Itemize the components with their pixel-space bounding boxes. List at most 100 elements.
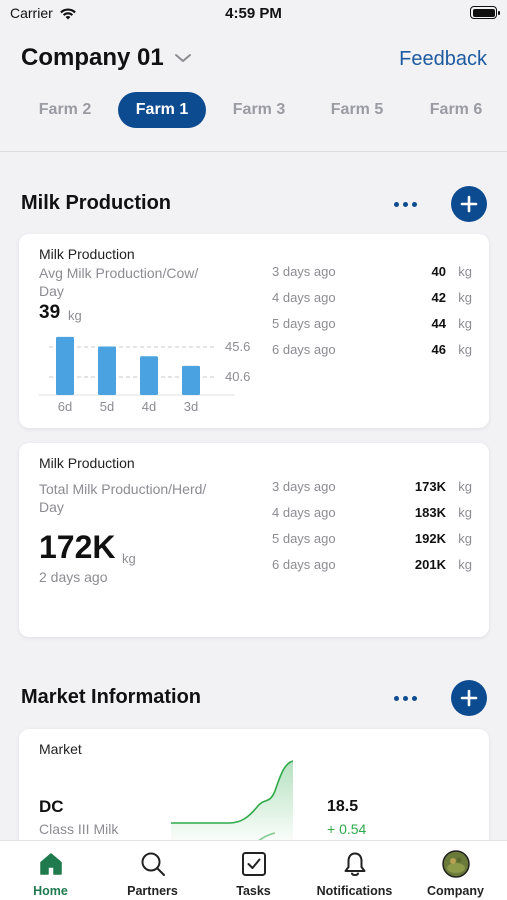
tab-label: Partners — [127, 884, 178, 898]
day-value: 42 — [431, 290, 446, 305]
tab-label: Notifications — [316, 884, 393, 898]
plus-icon — [460, 689, 478, 707]
card-subtitle: Total Milk Production/Herd/ Day — [39, 480, 206, 516]
chart-bar — [56, 336, 74, 395]
card-subtitle-line: Avg Milk Production/Cow/ — [39, 265, 199, 281]
day-value: 46 — [431, 342, 446, 357]
tab-tasks[interactable]: Tasks — [203, 841, 304, 900]
tab-farm-2[interactable]: Farm 2 — [38, 101, 92, 118]
day-value: 201K — [414, 557, 446, 572]
battery-icon — [470, 6, 500, 19]
day-row: 4 days ago 42 kg — [272, 286, 472, 312]
company-name: Company 01 — [21, 44, 164, 71]
avatar-icon — [441, 850, 470, 878]
milk-more-button[interactable] — [387, 192, 423, 216]
search-icon — [141, 852, 165, 876]
market-more-button[interactable] — [387, 686, 423, 710]
day-value: 192K — [414, 531, 446, 546]
header: Company 01 Feedback Farm 2 Farm 1 Farm 3… — [0, 30, 507, 152]
day-row: 5 days ago 44 kg — [272, 312, 472, 338]
chart-tick-label: 6d — [58, 399, 72, 414]
tab-partners[interactable]: Partners — [102, 841, 203, 900]
day-row: 3 days ago 40 kg — [272, 260, 472, 286]
chevron-down-icon — [174, 54, 191, 62]
total-days-table: 3 days ago 173K kg 4 days ago 183K kg 5 … — [272, 475, 472, 579]
feedback-link[interactable]: Feedback — [399, 48, 487, 70]
day-value: 183K — [414, 505, 446, 520]
avg-days-table: 3 days ago 40 kg 4 days ago 42 kg 5 days… — [272, 260, 472, 364]
day-label: 6 days ago — [272, 342, 336, 357]
market-card[interactable]: Market DC Class III Milk 18.5 + 0.54 — [19, 729, 489, 840]
tab-label: Tasks — [236, 884, 271, 898]
card-title: Milk Production — [39, 455, 135, 471]
day-row: 3 days ago 173K kg — [272, 475, 472, 501]
company-selector[interactable]: Company 01 — [21, 44, 192, 72]
avg-milk-card[interactable]: Milk Production Avg Milk Production/Cow/… — [19, 234, 489, 428]
tab-company[interactable]: Company — [405, 841, 506, 900]
tab-farm-3[interactable]: Farm 3 — [232, 101, 286, 118]
bell-icon — [344, 852, 365, 876]
chart-tick-label: 4d — [142, 399, 156, 414]
market-symbol: DC — [39, 797, 64, 816]
day-unit: kg — [458, 290, 472, 305]
card-subtitle-line: Day — [39, 283, 64, 299]
total-milk-card[interactable]: Milk Production Total Milk Production/He… — [19, 443, 489, 637]
tab-farm-1[interactable]: Farm 1 — [118, 92, 206, 128]
chart-tick-label: 5d — [100, 399, 114, 414]
chart-bar — [182, 365, 200, 395]
day-value: 44 — [431, 316, 446, 331]
dot-icon — [402, 695, 408, 701]
card-subtitle-line: Day — [39, 499, 64, 515]
chart-tick-label: 3d — [184, 399, 198, 414]
avg-bar-chart: 45.6 40.6 6d 5d 4d 3d — [39, 336, 250, 414]
tab-farm-5[interactable]: Farm 5 — [330, 101, 384, 118]
market-change: + 0.54 — [327, 821, 367, 837]
dot-icon — [411, 201, 417, 207]
tab-notifications[interactable]: Notifications — [304, 841, 405, 900]
plus-icon — [460, 195, 478, 213]
carrier-label: Carrier — [10, 5, 53, 21]
milk-add-button[interactable] — [451, 186, 487, 222]
total-note: 2 days ago — [39, 569, 108, 585]
card-title: Market — [39, 741, 82, 757]
wifi-icon — [59, 7, 76, 19]
farm-tabs: Farm 2 Farm 1 Farm 3 Farm 5 Farm 6 — [0, 92, 507, 130]
tab-farm-6[interactable]: Farm 6 — [429, 101, 483, 118]
carrier-info: Carrier — [10, 5, 77, 21]
day-label: 4 days ago — [272, 290, 336, 305]
chart-bar — [98, 346, 116, 395]
card-subtitle: Avg Milk Production/Cow/ Day — [39, 264, 198, 300]
dot-icon — [393, 695, 399, 701]
chart-bar — [140, 356, 158, 395]
day-label: 4 days ago — [272, 505, 336, 520]
reference-label: 45.6 — [225, 339, 250, 354]
tab-home[interactable]: Home — [0, 841, 101, 900]
tab-bar: Home Partners Tasks Notifications Compan… — [0, 840, 507, 900]
day-row: 4 days ago 183K kg — [272, 501, 472, 527]
day-value: 40 — [431, 264, 446, 279]
market-add-button[interactable] — [451, 680, 487, 716]
day-value: 173K — [414, 479, 446, 494]
dot-icon — [411, 695, 417, 701]
market-section-title: Market Information — [21, 686, 202, 708]
day-row: 5 days ago 192K kg — [272, 527, 472, 553]
day-label: 5 days ago — [272, 316, 336, 331]
day-label: 3 days ago — [272, 479, 336, 494]
market-sparkline — [171, 760, 294, 840]
market-price: 18.5 — [327, 798, 359, 815]
dot-icon — [393, 201, 399, 207]
day-label: 6 days ago — [272, 557, 336, 572]
main-content[interactable]: Milk Production Milk Production Avg Milk… — [0, 152, 507, 840]
day-unit: kg — [458, 505, 472, 520]
chart-bars: 6d 5d 4d 3d — [56, 336, 200, 414]
day-unit: kg — [458, 531, 472, 546]
total-value: 172K — [39, 529, 116, 565]
card-title: Milk Production — [39, 246, 135, 262]
total-unit: kg — [122, 551, 136, 566]
day-row: 6 days ago 201K kg — [272, 553, 472, 579]
day-row: 6 days ago 46 kg — [272, 338, 472, 364]
day-unit: kg — [458, 479, 472, 494]
day-unit: kg — [458, 264, 472, 279]
dot-icon — [402, 201, 408, 207]
milk-section-title: Milk Production — [21, 192, 171, 214]
